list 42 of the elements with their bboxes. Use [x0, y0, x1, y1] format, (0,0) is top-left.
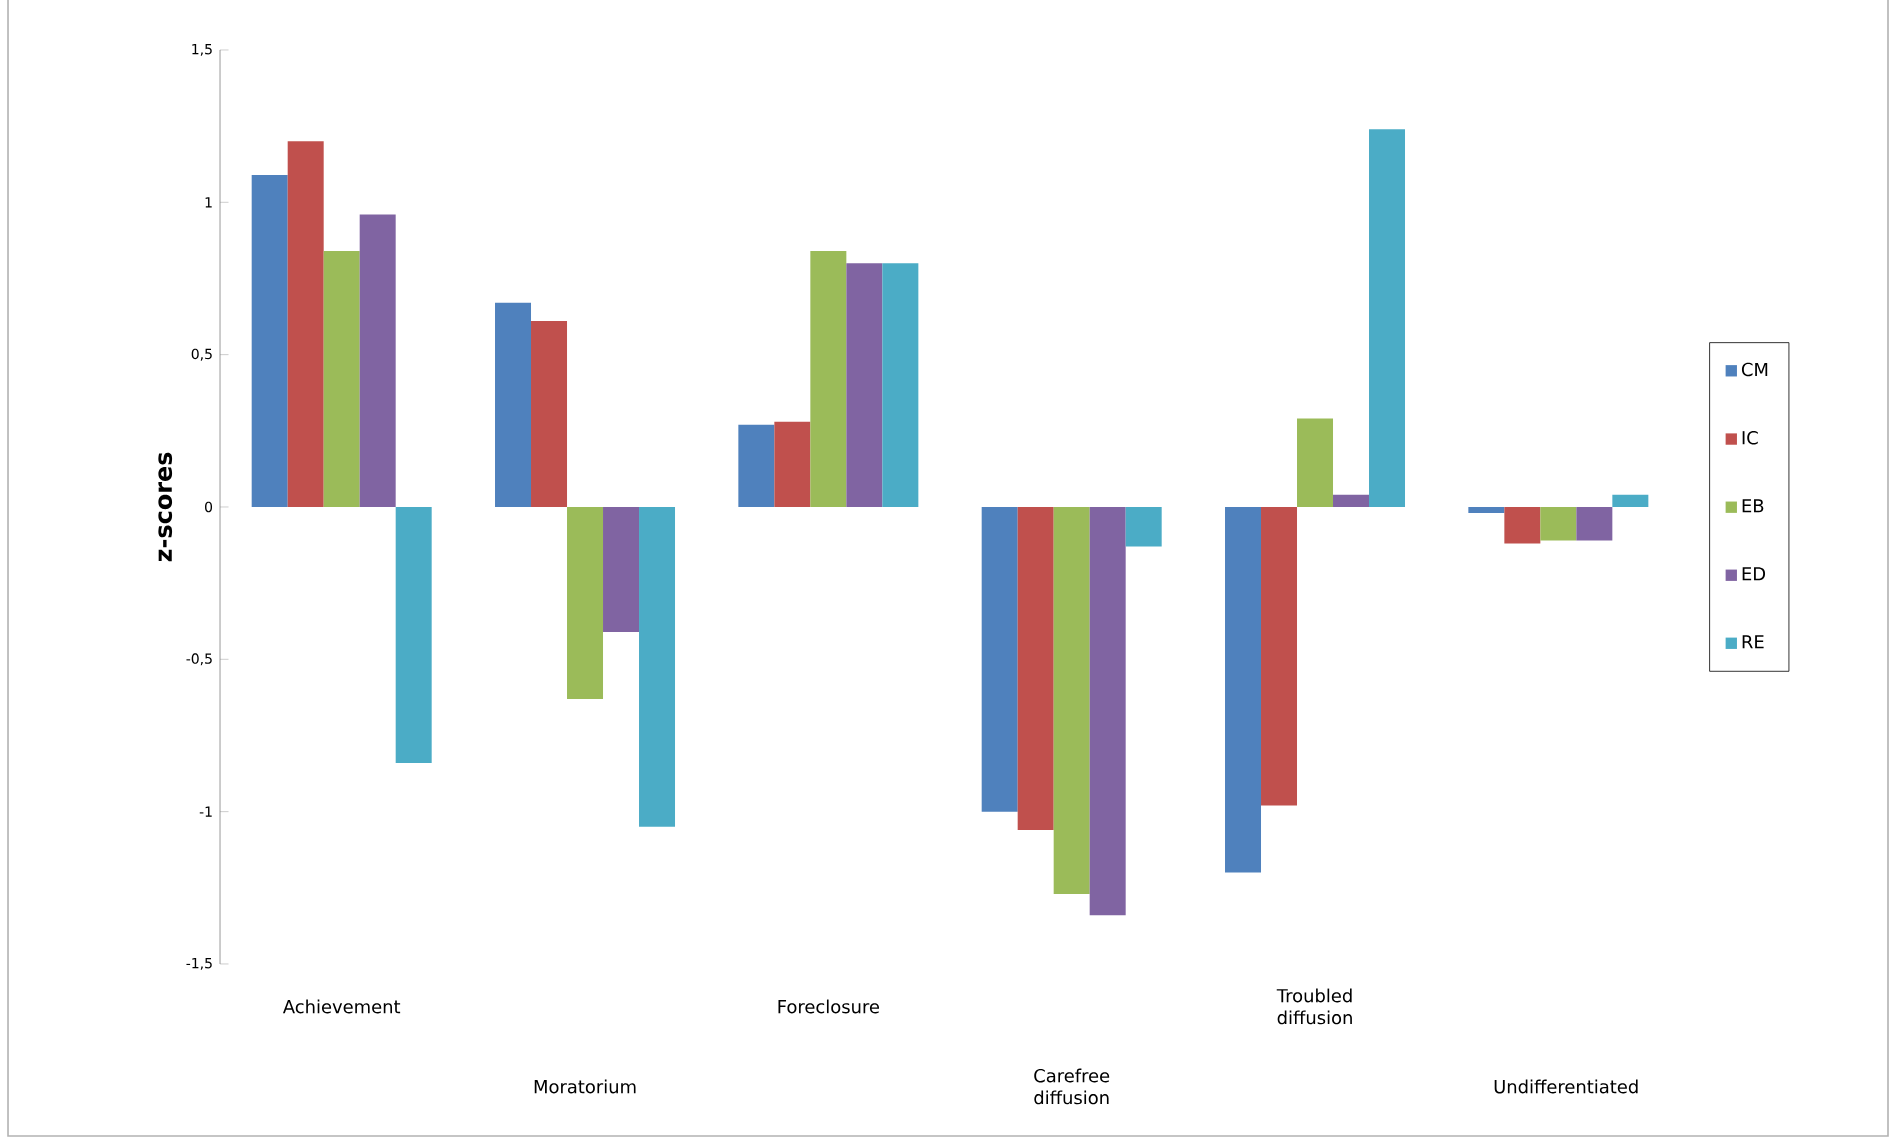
bar — [1225, 506, 1262, 873]
bar — [1540, 506, 1577, 541]
bar — [1369, 129, 1406, 507]
x-tick-label: Moratorium — [534, 1079, 636, 1094]
bar — [1297, 418, 1334, 507]
bar — [603, 506, 640, 632]
bar — [495, 302, 532, 507]
bar — [359, 214, 396, 507]
bar — [567, 506, 604, 699]
bar — [1504, 506, 1541, 544]
legend-label: EB — [1742, 499, 1764, 513]
legend-label: CM — [1741, 362, 1768, 377]
bar — [323, 251, 360, 507]
bar — [1089, 506, 1126, 916]
bar — [1125, 506, 1162, 547]
bar — [882, 263, 919, 507]
bar — [251, 174, 288, 507]
bar — [639, 506, 676, 827]
bar — [395, 506, 432, 763]
bar — [1017, 506, 1054, 830]
bar — [1576, 506, 1613, 541]
bar — [1468, 506, 1505, 514]
bar — [287, 141, 324, 507]
bar — [981, 506, 1018, 812]
bar — [846, 263, 883, 507]
legend-label: IC — [1742, 430, 1758, 445]
x-tick-label: Foreclosure — [778, 999, 880, 1014]
y-axis-title: z-scores — [158, 452, 173, 562]
legend-label: ED — [1742, 567, 1766, 581]
bar — [738, 424, 775, 507]
x-tick-label: Achievement — [282, 999, 401, 1014]
legend-label: RE — [1742, 635, 1764, 649]
x-tick-label: Undifferentiated — [1494, 1079, 1638, 1094]
bar — [1261, 506, 1298, 806]
bar — [1053, 506, 1090, 894]
bar — [1333, 494, 1370, 507]
bar — [774, 421, 811, 507]
bar — [1612, 494, 1649, 507]
bar — [810, 251, 847, 507]
bar — [531, 321, 568, 507]
x-tick-label: Troubled diffusion — [1276, 988, 1352, 1025]
x-tick-label: Carefree diffusion — [1034, 1068, 1110, 1105]
